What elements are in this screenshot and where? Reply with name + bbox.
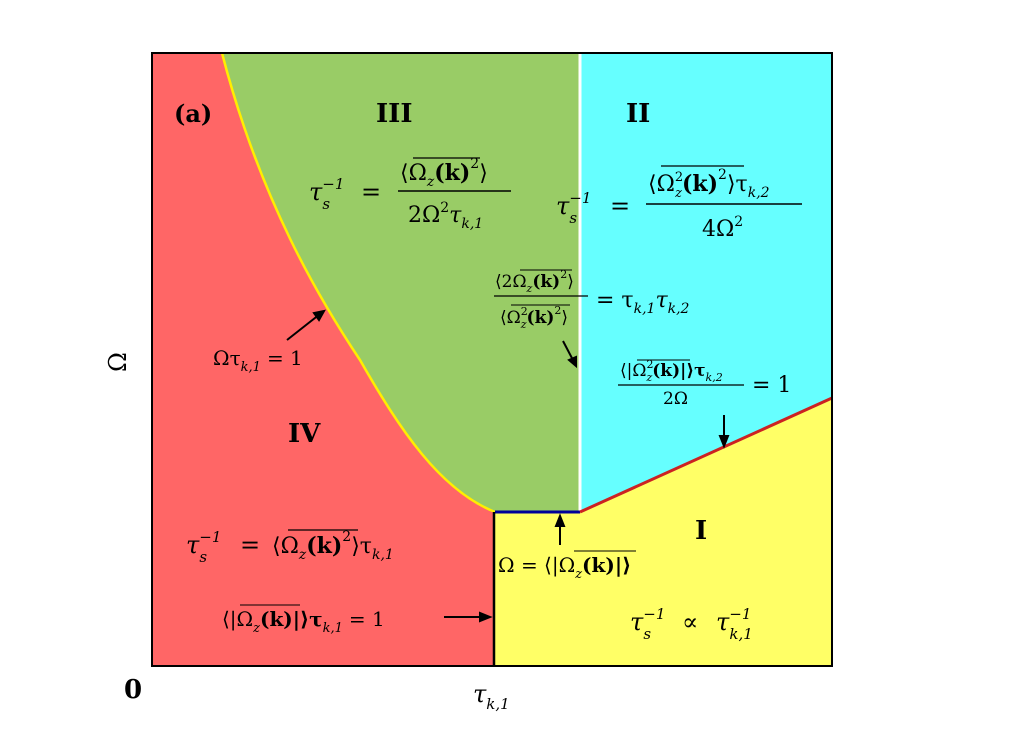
svg-text:2Ω: 2Ω [663, 389, 688, 409]
svg-text:τ−1s: τ−1 s [556, 189, 591, 227]
arrows [286, 309, 730, 623]
region-I-fill [495, 398, 832, 666]
region-I-label: I [695, 516, 707, 546]
formula-region-I: τ−1 s ∝ τ−1 k,1 [630, 605, 753, 643]
svg-text:2Ω2τk,1: 2Ω2τk,1 [408, 200, 483, 232]
plot-frame [151, 52, 833, 667]
origin-label: 0 [124, 675, 142, 705]
region-IV-label: IV [288, 419, 321, 449]
white-line-condition-label: ⟨2Ωz(k)2⟩ ⟨Ω2 z(k)2⟩ = τk,1τk,2 [494, 268, 690, 331]
region-IV-III-boundary-curve [220, 52, 496, 514]
svg-text:4Ω2: 4Ω2 [702, 214, 743, 242]
svg-text:⟨Ω2z(k)2⟩: ⟨Ω2 z(k)2⟩ [500, 304, 568, 331]
region-III-fill [222, 53, 580, 512]
region-II-fill [580, 53, 832, 512]
svg-text:τ−1k,1: τ−1 k,1 [716, 605, 753, 643]
y-axis-label: Ω [104, 352, 132, 372]
svg-text:τ−1s: τ−1 s [630, 605, 665, 643]
svg-text:⟨|Ωz(k)|⟩τk,1= 1: ⟨|Ωz(k)|⟩τk,1 = 1 [222, 607, 385, 636]
svg-text:⟨Ωz(k)2⟩: ⟨Ωz(k)2⟩ [400, 156, 488, 190]
blue-segment-condition-label: Ω = ⟨|Ωz(k)|⟩ [498, 550, 636, 582]
formula-region-III: τ−1 s = ⟨Ωz(k)2⟩ 2Ω2τk,1 [309, 156, 511, 232]
formula-region-II: τ−1 s = ⟨Ω2 z(k)2⟩τk,2 4Ω2 [556, 165, 802, 242]
panel-label: (a) [174, 99, 212, 128]
svg-text:⟨Ω2z(k)2⟩τk,2: ⟨Ω2 z(k)2⟩τk,2 [648, 167, 770, 201]
svg-text:τ−1s: τ−1 s [186, 528, 221, 566]
svg-text:⟨Ωz(k)2⟩τk,1: ⟨Ωz(k)2⟩τk,1 [272, 529, 394, 563]
white-arrowhead [567, 355, 577, 369]
svg-text:Ω = ⟨|Ωz(k)|⟩: Ω = ⟨|Ωz(k)|⟩ [498, 553, 631, 582]
svg-text:=: = [240, 531, 260, 559]
x-axis-label: τk,1 [473, 680, 510, 713]
red-arrowhead [718, 435, 730, 449]
region-III-label: III [376, 99, 413, 129]
formula-region-IV: τ−1 s = ⟨Ωz(k)2⟩τk,1 [186, 528, 394, 566]
svg-text:= τk,1τk,2: = τk,1τk,2 [596, 288, 690, 317]
vertical-arrowhead [479, 611, 493, 623]
svg-text:⟨|Ω2z(k)|⟩τk,2: ⟨|Ω2 z(k)|⟩τk,2 [620, 358, 723, 384]
red-boundary-line [579, 396, 833, 514]
curve-condition-label: Ωτk,1 = 1 [213, 346, 303, 375]
region-II-label: II [626, 99, 650, 129]
svg-text:= 1: = 1 [752, 373, 791, 398]
svg-text:⟨2Ωz(k)2⟩: ⟨2Ωz(k)2⟩ [495, 268, 574, 295]
curve-arrowhead [312, 309, 326, 322]
curve-arrow [286, 313, 321, 341]
vertical-line-condition-label: ⟨|Ωz(k)|⟩τk,1 = 1 [222, 604, 385, 636]
svg-text:=: = [361, 178, 381, 206]
svg-text:∝: ∝ [682, 608, 698, 636]
svg-text:τ−1s: τ−1 s [309, 175, 344, 213]
red-line-condition-label: ⟨|Ω2 z(k)|⟩τk,2 2Ω = 1 [618, 358, 791, 409]
svg-text:=: = [610, 192, 630, 220]
blue-arrowhead [554, 513, 566, 527]
